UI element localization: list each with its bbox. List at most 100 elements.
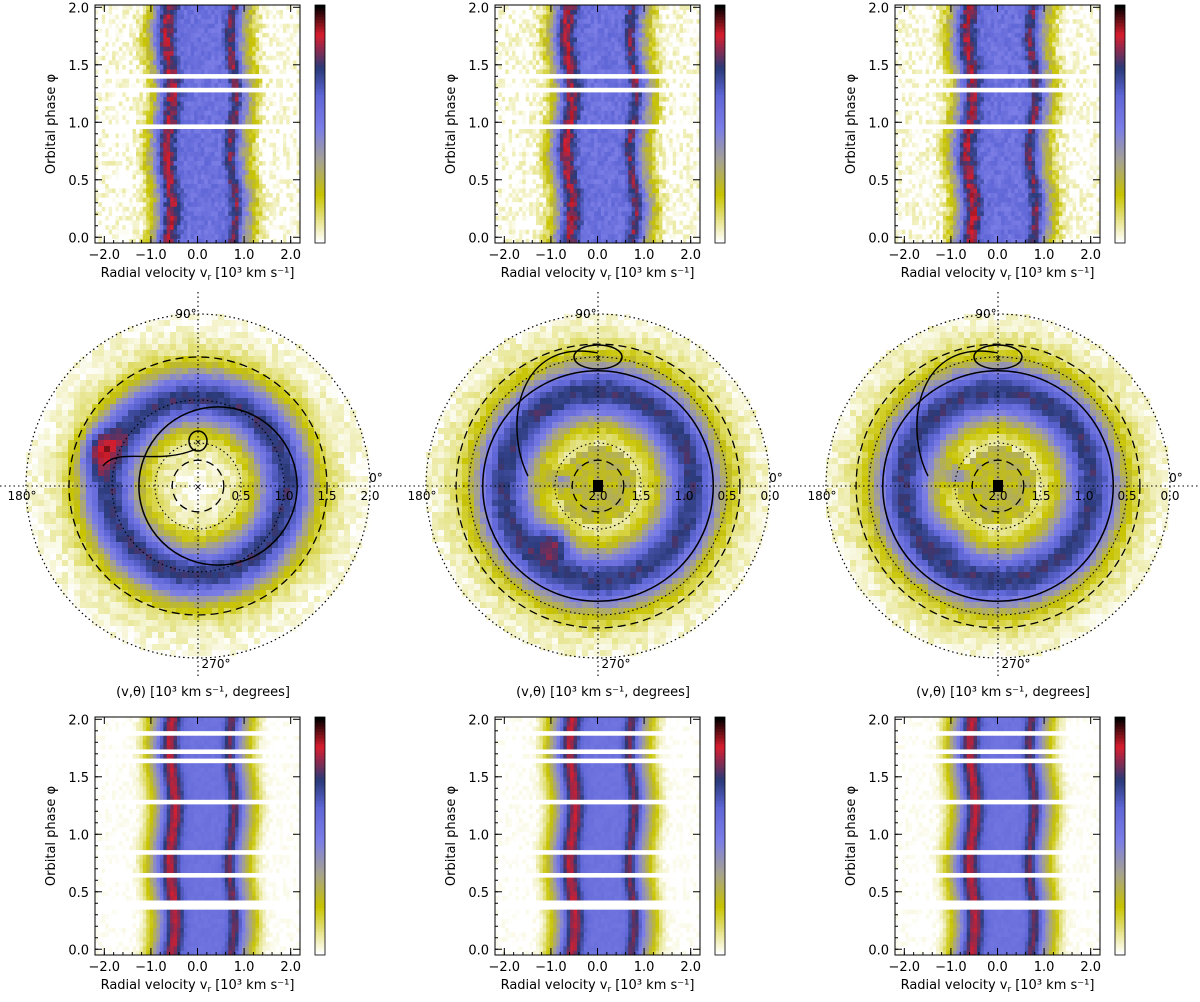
spectrum-cell <box>218 114 222 120</box>
spectrum-cell <box>255 105 260 111</box>
spectrum-cell <box>235 137 239 143</box>
spectrum-cell <box>177 78 181 84</box>
spectrum-cell <box>495 192 499 198</box>
spectrum-cell <box>553 156 557 162</box>
spectrum-cell <box>542 156 547 162</box>
spectrum-cell <box>101 82 106 88</box>
spectrum-cell <box>611 188 615 194</box>
spectrum-cell <box>495 133 499 139</box>
spectrum-cell <box>525 233 530 239</box>
spectrum-cell <box>518 156 523 162</box>
spectrum-cell <box>614 215 619 221</box>
spectrum-cell <box>563 142 568 148</box>
spectrum-cell <box>525 229 530 235</box>
spectrum-cell <box>149 178 154 184</box>
spectrum-cell <box>566 238 571 244</box>
spectrum-cell <box>139 233 144 239</box>
spectrum-cell <box>282 46 287 52</box>
spectrum-cell <box>170 156 174 162</box>
spectrum-cell <box>95 9 99 15</box>
spectrum-cell <box>624 215 629 221</box>
spectrum-cell <box>495 160 499 166</box>
spectrum-cell <box>105 9 110 15</box>
spectrum-cell <box>590 142 595 148</box>
spectrum-cell <box>570 146 574 152</box>
spectrum-cell <box>282 32 287 38</box>
spectrum-cell <box>672 197 677 203</box>
spectrum-cell <box>276 27 280 33</box>
spectrum-cell <box>190 119 195 125</box>
spectrum-cell <box>139 41 144 47</box>
spectrum-cell <box>286 238 291 244</box>
spectrum-cell <box>125 87 130 93</box>
colorbar-segment <box>315 186 325 190</box>
spectrum-cell <box>101 169 106 175</box>
spectrum-cell <box>101 105 106 111</box>
spectrum-cell <box>231 188 236 194</box>
spectrum-cell <box>166 96 171 102</box>
spectrum-cell <box>293 178 297 184</box>
spectrum-cell <box>296 87 301 93</box>
spectrum-cell <box>577 233 581 239</box>
spectrum-cell <box>289 165 294 171</box>
spectrum-cell <box>118 165 123 171</box>
spectrum-cell <box>689 229 694 235</box>
spectrum-cell <box>265 18 270 24</box>
spectrum-cell <box>665 210 670 216</box>
spectrum-cell <box>269 188 274 194</box>
spectrum-cell <box>132 128 137 134</box>
spectrum-cell <box>262 114 267 120</box>
spectrum-cell <box>163 23 168 29</box>
spectrum-cell <box>105 73 110 79</box>
spectrum-cell <box>180 142 185 148</box>
spectrum-cell <box>108 9 113 15</box>
spectrum-cell <box>221 146 226 152</box>
spectrum-cell <box>614 183 619 189</box>
spectrum-cell <box>293 124 297 129</box>
spectrum-cell <box>255 46 260 52</box>
spectrum-cell <box>132 64 137 70</box>
spectrum-cell <box>505 238 510 244</box>
spectrum-cell <box>173 82 178 88</box>
spectrum-cell <box>522 238 527 244</box>
spectrum-cell <box>525 110 530 116</box>
spectrum-cell <box>501 238 506 244</box>
spectrum-cell <box>628 183 633 189</box>
spectrum-cell <box>679 114 684 120</box>
spectrum-cell <box>583 137 588 143</box>
spectrum-cell <box>146 59 151 65</box>
spectrum-cell <box>522 197 527 203</box>
spectrum-cell <box>495 156 499 162</box>
spectrum-cell <box>105 169 110 175</box>
spectrum-cell <box>156 101 161 107</box>
spectrum-cell <box>570 178 574 184</box>
spectrum-cell <box>659 178 663 184</box>
spectrum-cell <box>241 114 246 120</box>
spectrum-cell <box>118 206 123 212</box>
spectrum-cell <box>624 229 629 235</box>
spectrum-cell <box>221 178 226 184</box>
spectrum-cell <box>231 96 236 102</box>
spectrum-cell <box>618 169 622 175</box>
spectrum-cell <box>112 206 116 212</box>
spectrum-cell <box>628 160 633 166</box>
spectrum-cell <box>580 206 585 212</box>
spectrum-cell <box>129 101 133 107</box>
spectrum-cell <box>604 215 609 221</box>
spectrum-cell <box>112 146 116 152</box>
spectrum-cell <box>207 119 212 125</box>
spectrum-cell <box>515 188 520 194</box>
spectrum-cell <box>115 188 120 194</box>
spectrum-cell <box>505 197 510 203</box>
spectrum-cell <box>101 201 106 207</box>
spectrum-cell <box>693 210 697 216</box>
spectrum-cell <box>553 151 557 157</box>
spectrum-cell <box>645 142 650 148</box>
spectrum-cell <box>689 174 694 180</box>
spectrum-cell <box>108 78 113 84</box>
spectrum-cell <box>512 142 516 148</box>
spectrum-cell <box>115 64 120 70</box>
spectrum-cell <box>272 238 277 244</box>
spectrum-cell <box>228 133 233 139</box>
spectrum-cell <box>559 215 564 221</box>
